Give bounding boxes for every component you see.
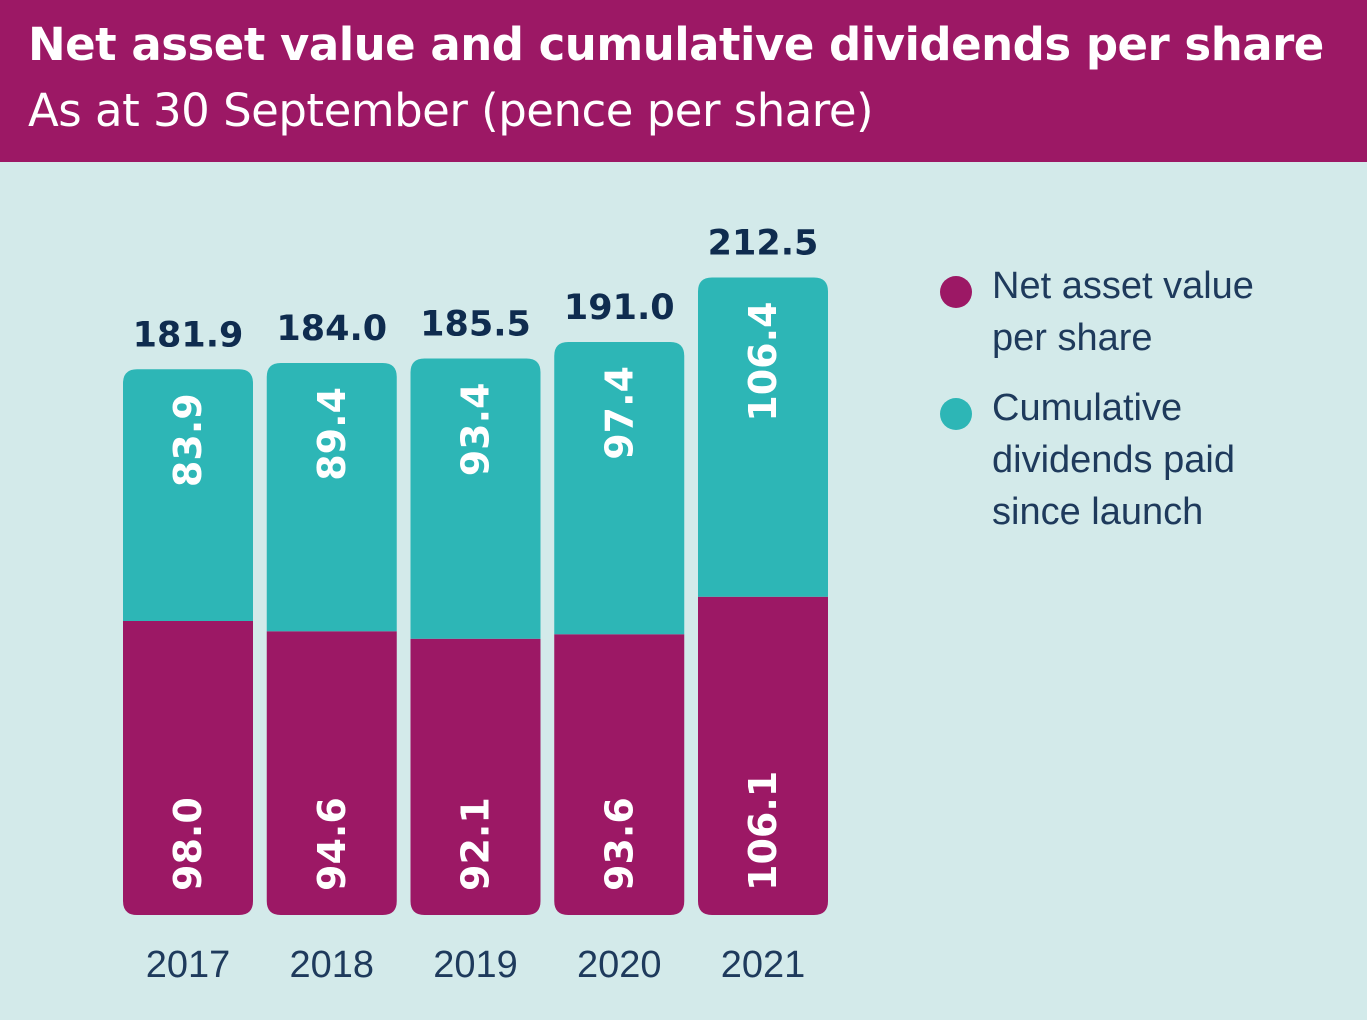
data-label-dividends-2021: 106.4: [741, 302, 785, 422]
bar-dividends-2021: [698, 277, 828, 597]
data-label-dividends-2020: 97.4: [597, 366, 641, 460]
total-label-2021: 212.5: [708, 224, 819, 264]
bar-nav-2019: [410, 638, 541, 915]
legend-label-nav: Net asset value per share: [992, 260, 1292, 364]
legend-swatch-dividends: [940, 398, 972, 430]
legend-label-line: per share: [992, 317, 1153, 359]
legend-label-line: dividends paid: [992, 439, 1235, 481]
total-label-2019: 185.5: [420, 305, 531, 345]
stacked-bar-chart: 98.0 83.9 181.9 2017 94.6 89.4 184.0 2018 92.1 93…: [123, 224, 828, 986]
bar-dividends-2017: [123, 369, 253, 621]
data-label-nav-2017: 98.0: [166, 797, 210, 891]
legend-label-line: Cumulative: [992, 387, 1183, 429]
data-label-nav-2019: 92.1: [454, 797, 498, 891]
chart-title: Net asset value and cumulative dividends…: [28, 18, 1324, 71]
total-label-2018: 184.0: [276, 309, 387, 349]
data-label-dividends-2019: 93.4: [454, 383, 498, 477]
data-label-dividends-2018: 89.4: [310, 387, 354, 481]
bar-dividends-2019: [410, 358, 541, 639]
x-tick-label-2018: 2018: [289, 944, 374, 986]
bar-nav-2020: [554, 634, 685, 915]
legend-label-dividends: Cumulative dividends paid since launch: [992, 382, 1292, 538]
legend-label-line: Net asset value: [992, 265, 1254, 307]
chart-subtitle: As at 30 September (pence per share): [28, 84, 874, 137]
x-tick-label-2020: 2020: [577, 944, 662, 986]
data-label-dividends-2017: 83.9: [166, 393, 210, 487]
data-label-nav-2021: 106.1: [741, 771, 785, 891]
x-tick-label-2021: 2021: [721, 944, 806, 986]
bar-nav-2018: [266, 631, 397, 915]
x-tick-label-2019: 2019: [433, 944, 518, 986]
bar-dividends-2020: [554, 342, 685, 635]
legend-swatch-nav: [940, 276, 972, 308]
legend-label-line: since launch: [992, 491, 1204, 533]
data-label-nav-2018: 94.6: [310, 797, 354, 891]
bar-nav-2017: [123, 621, 253, 915]
bar-dividends-2018: [266, 363, 397, 632]
chart-header: Net asset value and cumulative dividends…: [0, 0, 1367, 162]
total-label-2020: 191.0: [564, 288, 675, 328]
data-label-nav-2020: 93.6: [597, 797, 641, 891]
total-label-2017: 181.9: [133, 315, 244, 355]
bar-nav-2021: [698, 596, 828, 915]
x-tick-label-2017: 2017: [146, 944, 231, 986]
